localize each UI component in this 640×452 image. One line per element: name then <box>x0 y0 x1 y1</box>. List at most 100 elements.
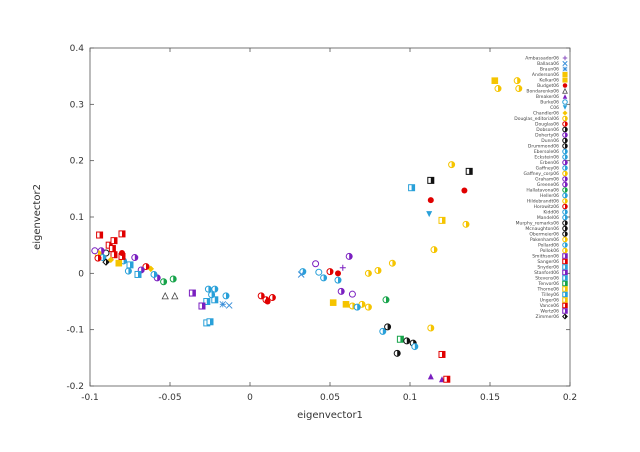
data-point <box>491 77 499 84</box>
legend-label: Kelkar06 <box>539 78 559 84</box>
legend-marker <box>562 126 568 133</box>
legend-marker <box>562 192 568 199</box>
data-point <box>169 275 177 283</box>
legend-marker <box>562 220 568 226</box>
legend-label: Bondarenko06 <box>526 89 559 95</box>
legend-item: Vance06 <box>540 302 568 309</box>
data-point <box>264 298 271 305</box>
legend-item: Hallatavona06 <box>526 187 568 194</box>
legend-item: Murphy_remarks06 <box>516 220 568 227</box>
data-point <box>94 254 102 262</box>
data-point <box>315 268 323 276</box>
data-point <box>408 184 416 192</box>
legend-label: Wertz06 <box>540 309 559 315</box>
legend-item: Unger06 <box>540 297 568 304</box>
legend-marker <box>562 247 568 254</box>
legend-label: Chandler06 <box>533 111 559 117</box>
legend-item: Drummond06 <box>528 143 568 150</box>
data-point <box>222 292 230 300</box>
legend-label: Ebersole06 <box>534 149 559 155</box>
legend-item: Gaffney_corp06 <box>523 170 568 177</box>
data-point <box>119 250 125 257</box>
data-point <box>150 270 158 278</box>
legend-item: Hildebrandt06 <box>527 198 568 205</box>
data-points <box>91 77 523 383</box>
legend-label: Greene06 <box>537 182 559 188</box>
legend-marker <box>562 275 568 281</box>
data-point <box>438 350 446 358</box>
data-point <box>211 285 219 293</box>
legend-item: C06 <box>550 105 568 111</box>
legend-item: Tilley06 <box>540 291 568 298</box>
legend-label: Doherty06 <box>535 133 559 139</box>
legend-marker <box>562 253 568 259</box>
data-point <box>364 303 372 311</box>
legend-marker <box>562 313 568 320</box>
data-point <box>96 231 104 239</box>
legend-item: Burke06 <box>540 99 568 106</box>
data-point <box>208 291 216 299</box>
data-point <box>188 289 196 297</box>
data-point <box>107 256 115 264</box>
legend-marker <box>562 159 568 166</box>
legend-item: Mcnaughton06 <box>525 225 568 232</box>
data-point <box>462 220 470 228</box>
data-point <box>108 245 116 253</box>
data-point <box>430 246 438 254</box>
data-point <box>465 167 473 175</box>
legend-item: Budget06 <box>537 83 568 89</box>
legend-item: Stanford06 <box>534 269 568 276</box>
legend-marker <box>562 258 568 265</box>
legend-item: Doherty06 <box>535 132 568 139</box>
data-point <box>110 251 118 259</box>
legend-label: Mandel06 <box>537 215 559 221</box>
data-point <box>171 291 179 300</box>
legend-label: Douglas06 <box>535 122 559 128</box>
legend-label: Snyder06 <box>537 265 559 271</box>
legend-marker <box>562 297 568 303</box>
legend-marker <box>562 187 568 193</box>
legend-marker <box>562 170 568 177</box>
y-tick-label: 0.4 <box>70 44 85 54</box>
legend-label: Tilley06 <box>540 292 559 298</box>
data-point <box>427 324 435 332</box>
y-tick-label: 0.3 <box>70 100 84 110</box>
data-point <box>403 337 411 345</box>
data-point <box>134 270 142 278</box>
legend-label: Graham06 <box>535 177 559 183</box>
data-point <box>438 216 446 224</box>
data-point <box>461 187 468 194</box>
legend-marker <box>562 137 568 144</box>
legend-item: Horowitz06 <box>534 203 568 210</box>
data-point <box>388 259 396 267</box>
data-point <box>299 268 307 276</box>
data-point <box>513 77 521 85</box>
data-point <box>131 254 139 262</box>
legend-marker <box>562 236 568 243</box>
data-point <box>206 318 214 326</box>
y-tick-label: -0.2 <box>66 382 84 392</box>
data-point <box>225 302 233 309</box>
data-point <box>257 292 265 300</box>
legend-label: Murphy_remarks06 <box>516 221 560 227</box>
legend-marker <box>562 165 568 171</box>
legend-label: Unger06 <box>540 298 559 304</box>
legend-marker <box>562 198 568 204</box>
legend-label: Douglas_editorial06 <box>514 116 559 122</box>
legend-item: Anderson06 <box>532 71 568 78</box>
legend-marker <box>562 176 568 182</box>
legend-item: Obermeier06 <box>529 231 568 238</box>
y-axis-label: eigenvector2 <box>32 184 43 250</box>
legend-marker <box>562 94 568 99</box>
legend-label: Ballasa06 <box>537 61 559 67</box>
legend-item: Douglas06 <box>535 121 568 128</box>
legend-label: Erben06 <box>540 160 559 166</box>
legend-item: Bondarenko06 <box>526 87 568 95</box>
data-point <box>443 375 451 383</box>
data-point <box>384 323 392 331</box>
legend-marker <box>562 115 568 122</box>
data-point <box>393 349 401 357</box>
legend-label: Drummond06 <box>528 144 559 150</box>
data-point <box>160 278 168 286</box>
legend-label: Braun06 <box>540 67 559 73</box>
